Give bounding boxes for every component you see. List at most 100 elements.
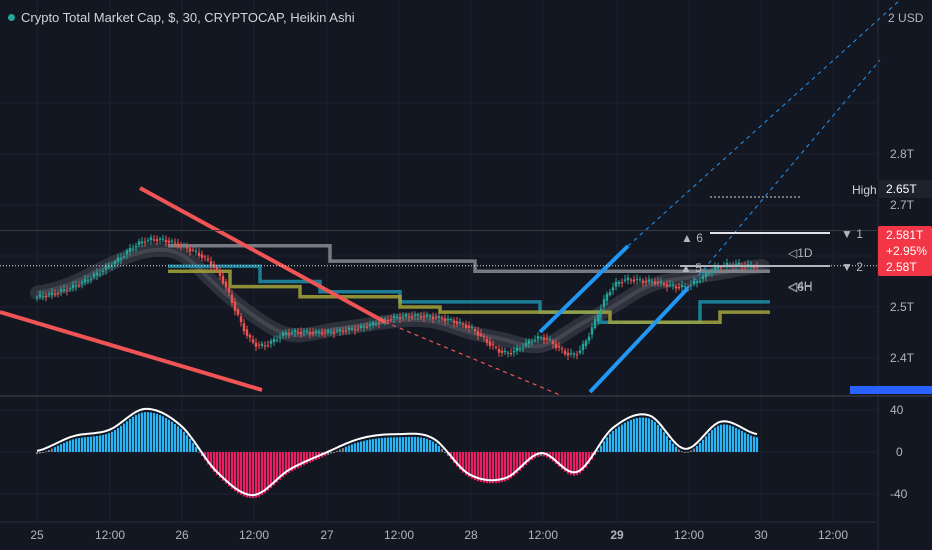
candle-body bbox=[539, 337, 543, 338]
histogram-bar bbox=[359, 441, 363, 452]
candle-body bbox=[692, 280, 696, 285]
histogram-bar bbox=[44, 451, 48, 453]
histogram-bar bbox=[110, 431, 114, 452]
x-tick-label: 12:00 bbox=[239, 528, 269, 542]
candle-body bbox=[653, 281, 657, 284]
histogram-bar bbox=[185, 435, 189, 452]
candle-body bbox=[542, 337, 546, 341]
x-tick-label: 29 bbox=[610, 528, 624, 542]
histogram-bar bbox=[107, 433, 111, 452]
histogram-bar bbox=[380, 437, 384, 452]
candle-body bbox=[38, 294, 42, 297]
x-tick-label: 12:00 bbox=[818, 528, 848, 542]
candle-body bbox=[524, 342, 528, 346]
histogram-bar bbox=[161, 416, 165, 452]
histogram-bar bbox=[635, 418, 639, 452]
histogram-bar bbox=[620, 424, 624, 452]
histogram-bar bbox=[575, 452, 579, 476]
candle-body bbox=[455, 321, 459, 324]
histogram-bar bbox=[353, 443, 357, 452]
histogram-bar bbox=[296, 452, 300, 469]
candle-body bbox=[224, 281, 228, 288]
histogram-bar bbox=[101, 434, 105, 452]
histogram-bar bbox=[155, 413, 159, 452]
candle-body bbox=[53, 293, 57, 295]
chart-title[interactable]: Crypto Total Market Cap, $, 30, CRYPTOCA… bbox=[8, 10, 355, 25]
candle-body bbox=[188, 248, 192, 252]
last-price-tag-text: 2.58T bbox=[886, 260, 917, 274]
candle-body bbox=[434, 317, 438, 319]
candle-body bbox=[707, 273, 711, 275]
histogram-bar bbox=[293, 452, 297, 470]
candle-body bbox=[374, 323, 378, 325]
candle-body bbox=[368, 324, 372, 326]
histogram-bar bbox=[278, 452, 282, 480]
candle-body bbox=[554, 343, 558, 348]
histogram-bar bbox=[419, 437, 423, 452]
candle-body bbox=[593, 319, 597, 328]
histogram-bar bbox=[134, 415, 138, 452]
candle-body bbox=[140, 241, 144, 244]
candle-body bbox=[86, 280, 90, 282]
candle-body bbox=[650, 281, 654, 283]
histogram-bar bbox=[284, 452, 288, 475]
candle-body bbox=[401, 316, 405, 318]
histogram-bar bbox=[572, 452, 576, 476]
candle-body bbox=[242, 323, 246, 332]
histogram-bar bbox=[404, 437, 408, 452]
candle-body bbox=[746, 264, 750, 266]
candle-body bbox=[494, 346, 498, 348]
candle-body bbox=[461, 323, 465, 325]
candle-body bbox=[719, 267, 723, 269]
candle-body bbox=[674, 286, 678, 289]
histogram-bar bbox=[650, 419, 654, 452]
candle-body bbox=[425, 314, 429, 317]
histogram-bar bbox=[74, 438, 78, 452]
histogram-bar bbox=[485, 452, 489, 484]
candle-body bbox=[602, 299, 606, 308]
candle-body bbox=[203, 256, 207, 258]
trendline-red-lower bbox=[0, 310, 263, 392]
candle-body bbox=[659, 281, 663, 283]
candle-body bbox=[344, 330, 348, 332]
candle-body bbox=[179, 244, 183, 246]
histogram-bar bbox=[467, 452, 471, 478]
histogram-bar bbox=[722, 424, 726, 452]
histogram-bar bbox=[95, 436, 99, 452]
candle-body bbox=[488, 341, 492, 346]
histogram-bar bbox=[401, 437, 405, 452]
candle-body bbox=[320, 332, 324, 335]
histogram-bar bbox=[647, 418, 651, 452]
histogram-bar bbox=[389, 437, 393, 452]
currency-label[interactable]: 2 USD bbox=[888, 11, 923, 25]
histogram-bar bbox=[416, 437, 420, 452]
histogram-bar bbox=[458, 452, 462, 470]
histogram-bar bbox=[755, 437, 759, 452]
candle-body bbox=[257, 344, 261, 346]
candle-body bbox=[254, 342, 258, 347]
histogram-bar bbox=[35, 452, 39, 455]
histogram-bar bbox=[656, 425, 660, 452]
y-tick-label: 2.7T bbox=[890, 198, 915, 212]
histogram-bar bbox=[257, 452, 261, 497]
histogram-bar bbox=[623, 422, 627, 452]
candle-body bbox=[605, 293, 609, 301]
candle-body bbox=[701, 275, 705, 279]
candle-body bbox=[428, 316, 432, 318]
histogram-bar bbox=[584, 452, 588, 468]
level-line-6h bbox=[168, 269, 770, 325]
candle-body bbox=[155, 239, 159, 242]
candle-body bbox=[104, 266, 108, 270]
candle-body bbox=[734, 264, 738, 266]
histogram-bar bbox=[596, 450, 600, 452]
histogram-bar bbox=[392, 437, 396, 452]
candle-body bbox=[548, 339, 552, 341]
histogram-bar bbox=[302, 452, 306, 466]
histogram-bar bbox=[428, 440, 432, 452]
high-value-tag-bg bbox=[878, 180, 932, 198]
candle-body bbox=[74, 285, 78, 287]
histogram-bar bbox=[275, 452, 279, 483]
candle-body bbox=[698, 280, 702, 282]
histogram-bar bbox=[167, 419, 171, 452]
